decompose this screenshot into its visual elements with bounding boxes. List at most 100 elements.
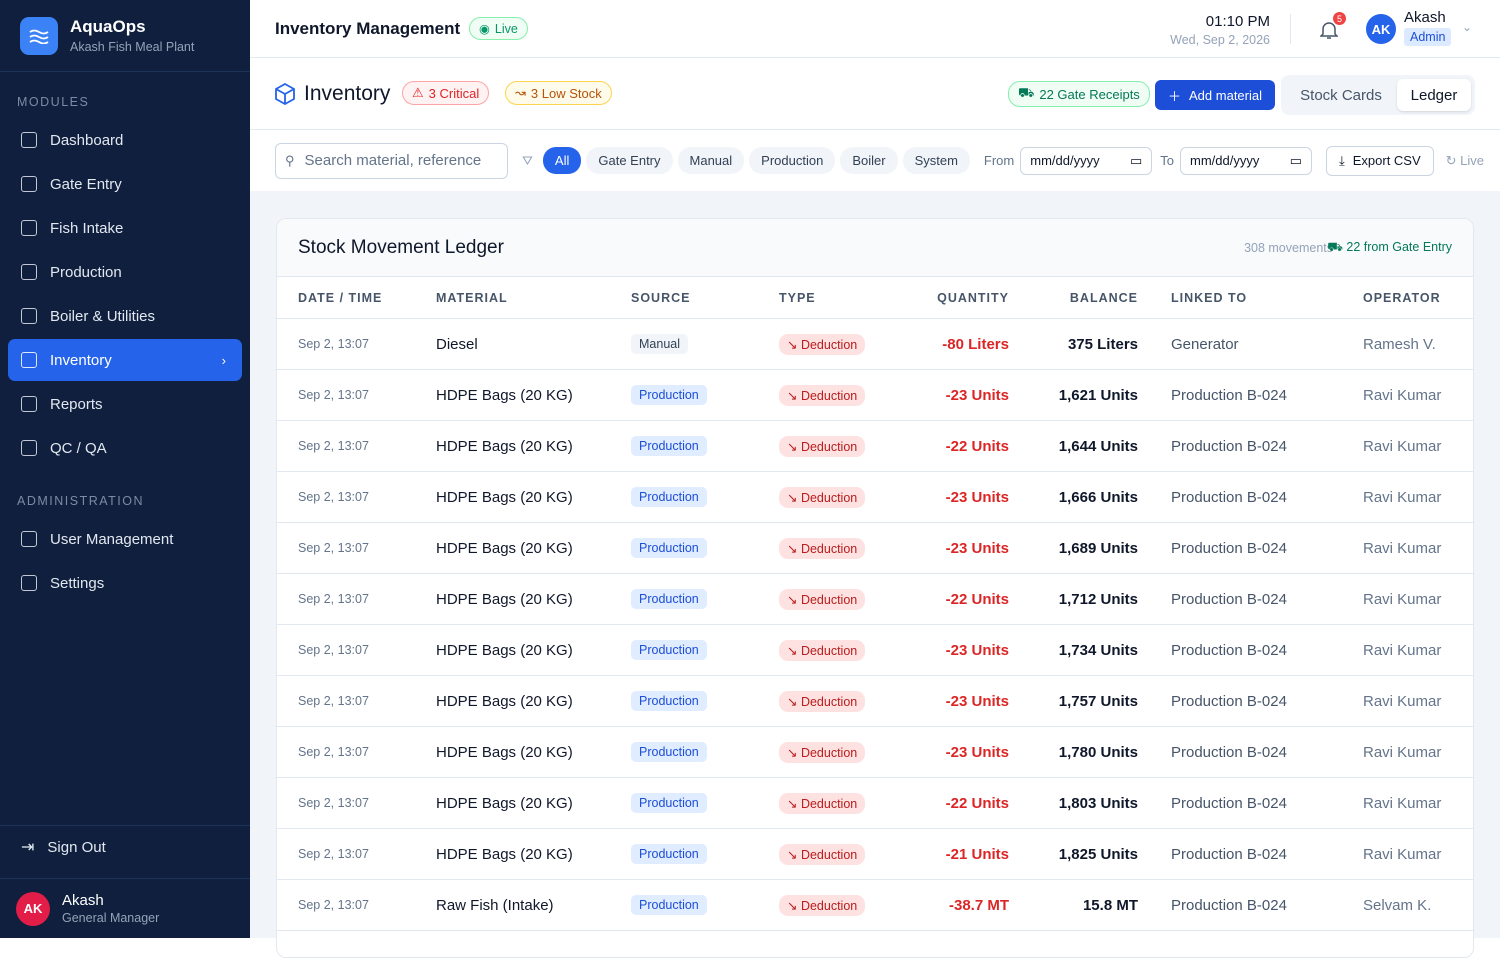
cell: Production B-024 <box>1171 625 1287 675</box>
source-badge: Manual <box>631 334 688 354</box>
from-date[interactable]: mm/dd/yyyy ▭ <box>1020 146 1153 175</box>
datetime: Sep 2, 13:07 <box>298 796 369 810</box>
chevron: › <box>221 352 226 368</box>
type-badge: ↘ Deduction <box>779 537 866 559</box>
cell: Ravi Kumar <box>1363 778 1441 828</box>
tab[interactable]: Stock Cards <box>1300 86 1382 104</box>
tab-active[interactable]: Ledger <box>1397 79 1471 111</box>
material: HDPE Bags (20 KG) <box>436 794 573 812</box>
live-text: Live <box>494 21 518 36</box>
cell: Production <box>631 370 707 420</box>
material: HDPE Bags (20 KG) <box>436 437 573 455</box>
cell: Ravi Kumar <box>1363 472 1441 522</box>
cell: HDPE Bags (20 KG) <box>436 370 573 420</box>
linked-to: Production B-024 <box>1171 641 1287 659</box>
cell: Raw Fish (Intake) <box>436 880 554 930</box>
nav-item[interactable]: Dashboard <box>8 119 242 161</box>
cell: -23 Units <box>946 727 1009 777</box>
critical-badge[interactable]: ⚠ 3 Critical <box>402 81 490 105</box>
sign-out-label: Sign Out <box>47 838 106 856</box>
cell: Production <box>631 523 707 573</box>
cell: Ravi Kumar <box>1363 523 1441 573</box>
nav-item[interactable]: User Management <box>8 518 242 560</box>
cell: Sep 2, 13:07 <box>298 370 369 420</box>
column-header: SOURCE <box>631 290 691 305</box>
operator: Ravi Kumar <box>1363 743 1442 761</box>
quantity: -22 Units <box>945 437 1009 455</box>
ledger-title: Stock Movement Ledger <box>298 236 504 258</box>
nav-item[interactable]: Inventory › <box>8 339 242 381</box>
cell: ↘ Deduction <box>779 319 866 369</box>
type-text: Deduction <box>800 643 858 658</box>
type-badge: ↘ Deduction <box>779 384 866 406</box>
quantity: -23 Units <box>945 743 1009 761</box>
nav-item[interactable]: Reports <box>8 383 242 425</box>
filter-chip[interactable]: Manual <box>677 147 745 174</box>
cell: Ravi Kumar <box>1363 727 1441 777</box>
add-material[interactable]: ＋ Add material <box>1155 80 1275 110</box>
cell: HDPE Bags (20 KG) <box>436 421 573 471</box>
material: HDPE Bags (20 KG) <box>436 845 573 863</box>
type-icon: ↘ <box>787 490 801 505</box>
nav-item[interactable]: Fish Intake <box>8 207 242 249</box>
type-icon: ↘ <box>787 847 801 862</box>
column-header: LINKED TO <box>1171 290 1248 305</box>
nav-item[interactable]: Production <box>8 251 242 293</box>
brand: AquaOps Akash Fish Meal Plant <box>0 0 250 72</box>
filter-chip[interactable]: Boiler <box>840 147 898 174</box>
cell: -22 Units <box>946 778 1009 828</box>
type-text: Deduction <box>800 694 858 709</box>
sign-out[interactable]: ⇥ Sign Out <box>21 838 106 857</box>
cell: Sep 2, 13:07 <box>298 319 369 369</box>
quantity: -22 Units <box>945 794 1009 812</box>
datetime: Sep 2, 13:07 <box>298 337 369 351</box>
nav-label: Inventory <box>50 351 112 369</box>
to-date[interactable]: mm/dd/yyyy ▭ <box>1179 146 1312 175</box>
filter-chip[interactable]: Production <box>749 147 836 174</box>
cell: Production <box>631 829 707 879</box>
type-icon: ↘ <box>787 439 801 454</box>
nav-label: Reports <box>50 395 103 413</box>
low-stock-badge[interactable]: ↝ 3 Low Stock <box>505 81 612 105</box>
type-icon: ↘ <box>787 337 801 352</box>
type-text: Deduction <box>800 847 858 862</box>
header-avatar[interactable]: AK <box>1366 14 1396 44</box>
nav-icon <box>21 308 37 324</box>
operator: Ravi Kumar <box>1363 539 1442 557</box>
type-badge: ↘ Deduction <box>779 333 866 355</box>
export-csv[interactable]: ⤓ Export CSV <box>1325 145 1434 176</box>
refresh[interactable]: ↻ Live <box>1445 152 1485 168</box>
section-heading: ADMINISTRATION <box>17 494 145 508</box>
from-label: From <box>983 153 1015 168</box>
type-text: Deduction <box>800 337 858 352</box>
cell: 1,712 Units <box>1059 574 1138 624</box>
filter-chip[interactable]: System <box>902 147 970 174</box>
nav-item[interactable]: Settings <box>8 562 242 604</box>
nav-label: Gate Entry <box>50 175 122 193</box>
source-badge: Production <box>631 793 707 813</box>
filter-chip[interactable]: All <box>542 147 582 174</box>
cell: Production <box>631 625 707 675</box>
cell: Selvam K. <box>1363 880 1431 930</box>
source-badge: Production <box>631 640 707 660</box>
cell: Sep 2, 13:07 <box>298 574 369 624</box>
cell: Production <box>631 421 707 471</box>
gate-receipts[interactable]: ⛟ 22 Gate Receipts <box>1008 81 1150 107</box>
source-badge: Production <box>631 385 707 405</box>
filter-chip[interactable]: Gate Entry <box>586 147 673 174</box>
source-badge: Production <box>631 844 707 864</box>
type-icon: ↘ <box>787 388 801 403</box>
low-stock-text: 3 Low Stock <box>530 85 602 101</box>
linked-to: Production B-024 <box>1171 590 1287 608</box>
cell: Ravi Kumar <box>1363 421 1441 471</box>
section-heading: MODULES <box>17 95 90 109</box>
search[interactable]: ⚲ Search material, reference <box>275 142 508 179</box>
bell[interactable] <box>1320 20 1338 40</box>
nav-item[interactable]: Boiler & Utilities <box>8 295 242 337</box>
operator: Selvam K. <box>1363 896 1432 914</box>
operator: Ravi Kumar <box>1363 488 1442 506</box>
balance: 1,757 Units <box>1058 692 1138 710</box>
nav-item[interactable]: Gate Entry <box>8 163 242 205</box>
nav-item[interactable]: QC / QA <box>8 427 242 469</box>
